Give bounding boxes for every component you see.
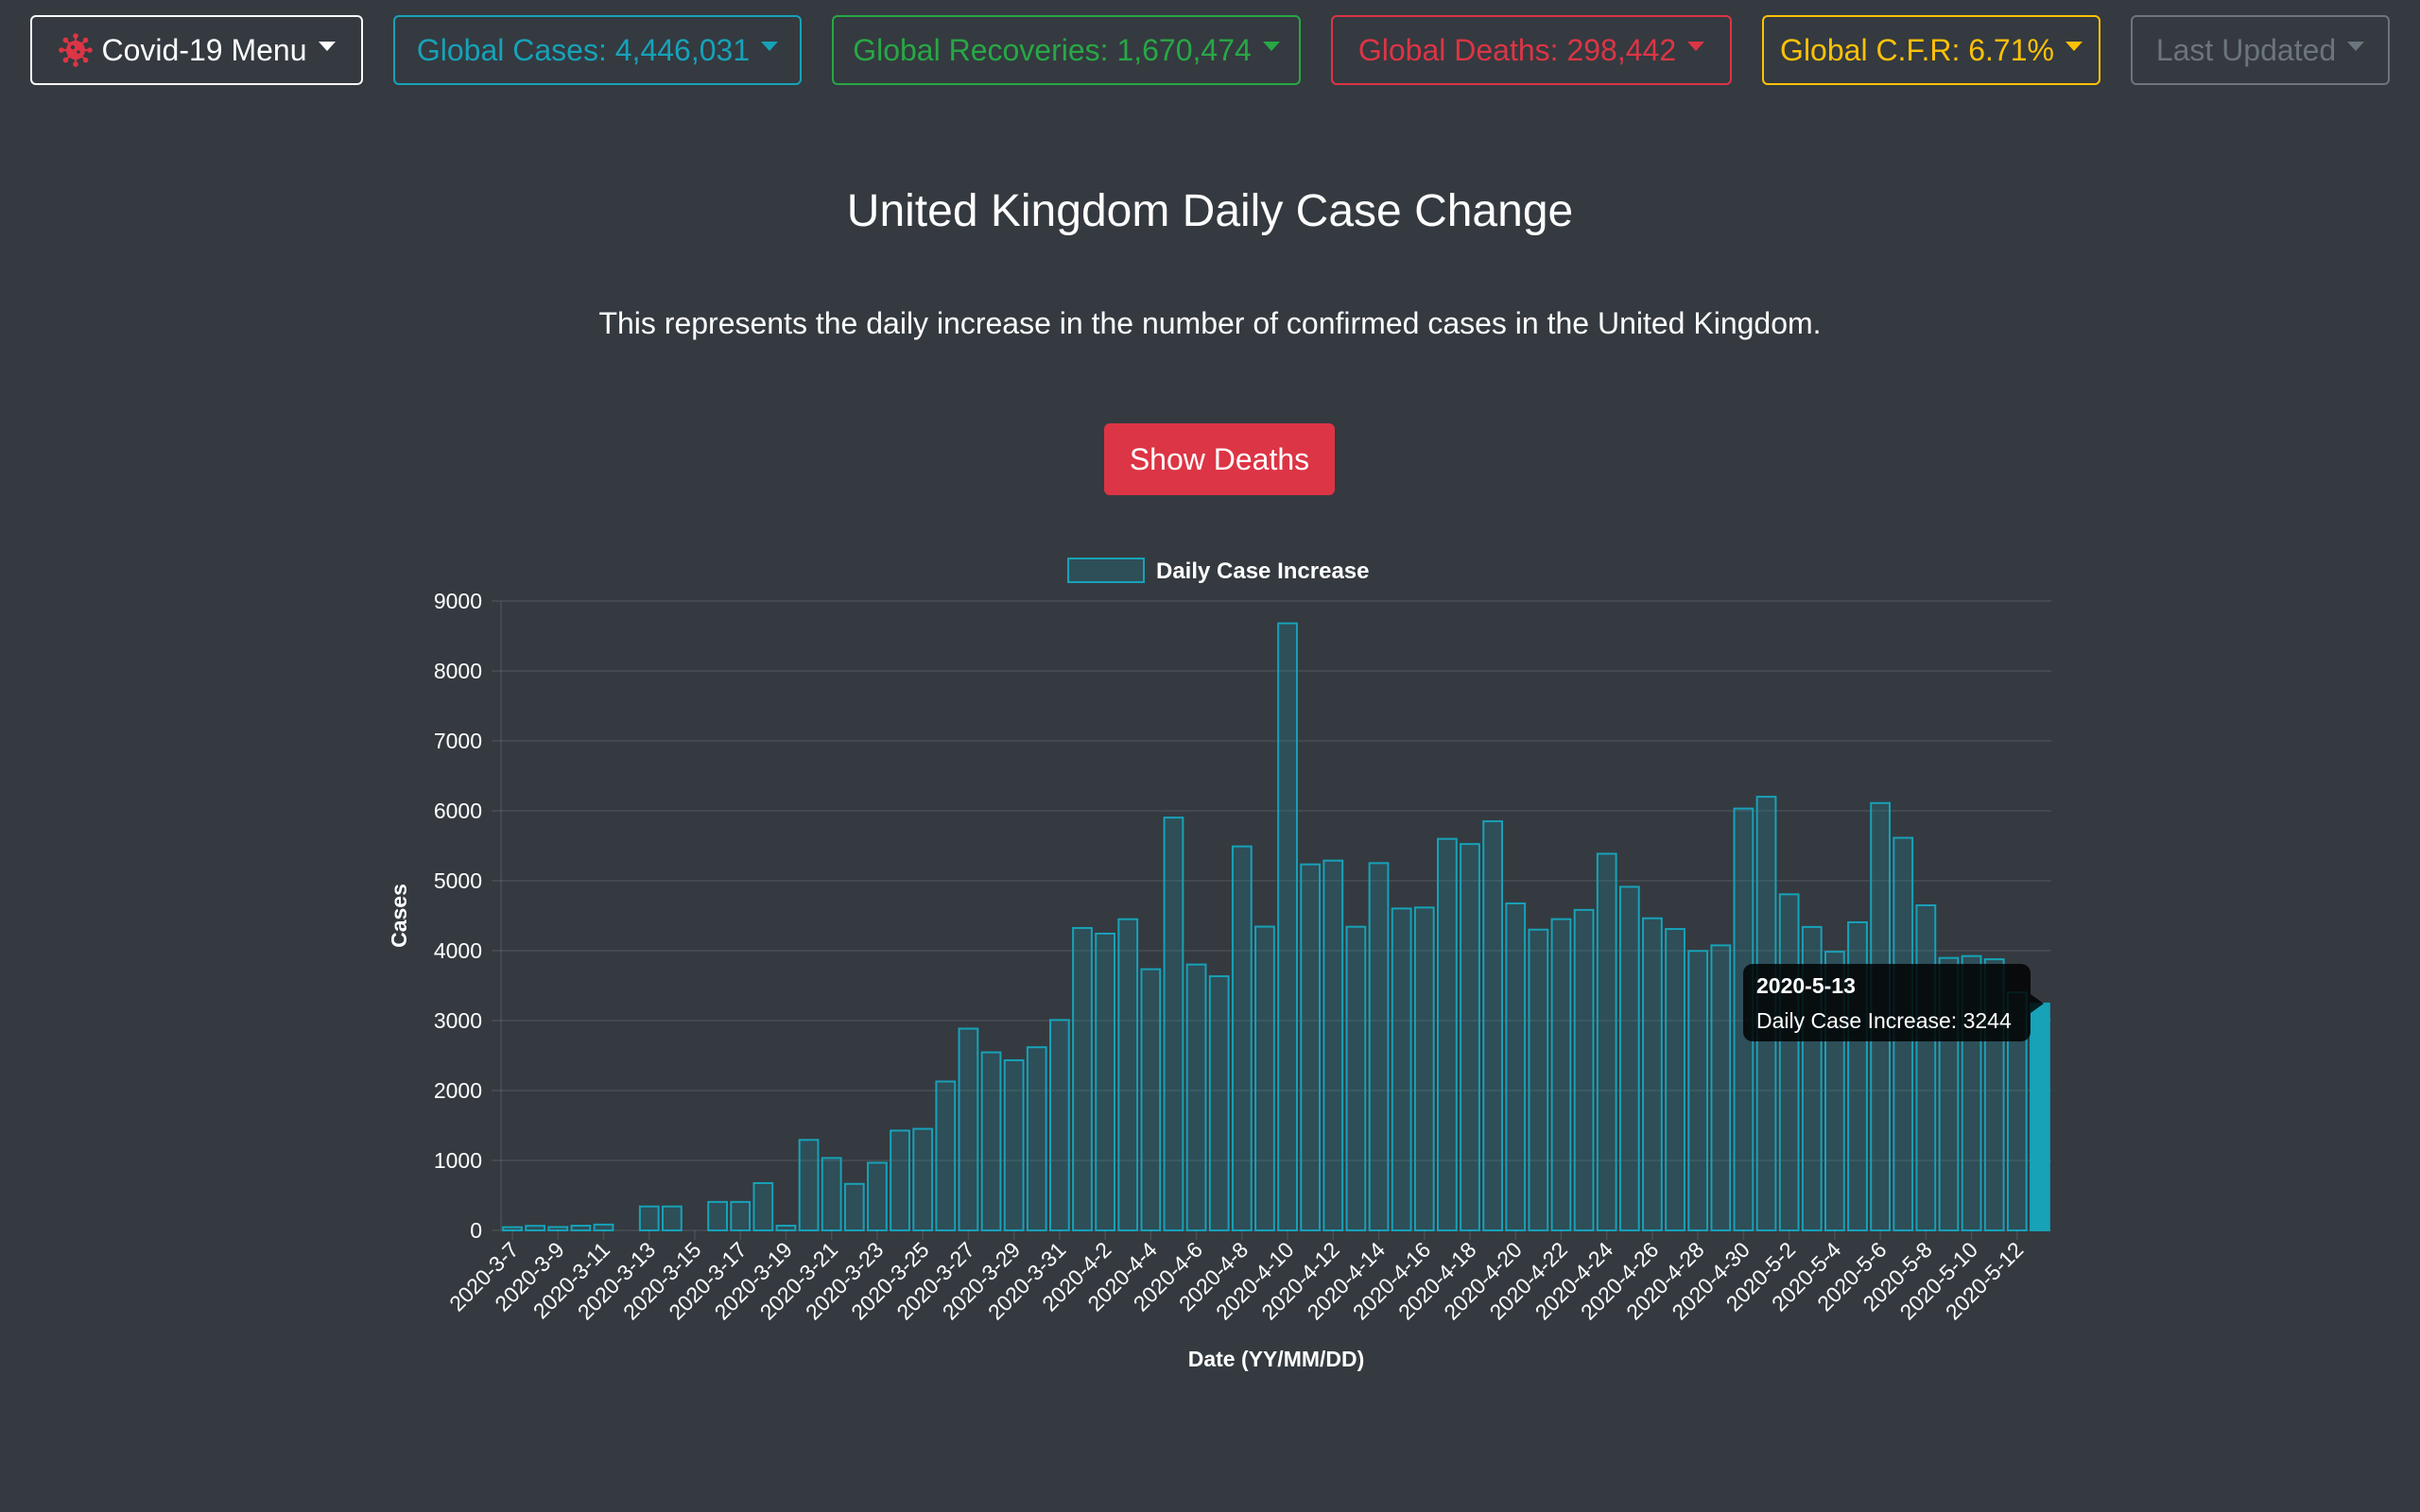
global-cfr-label: Global C.F.R: 6.71% xyxy=(1780,32,2054,67)
bar xyxy=(2030,1002,2050,1231)
bar xyxy=(547,1226,569,1231)
chevron-down-icon xyxy=(2065,42,2083,51)
bar xyxy=(1778,893,1800,1232)
bar xyxy=(1072,927,1093,1231)
y-tick-label: 8000 xyxy=(434,659,482,683)
bar xyxy=(525,1225,546,1231)
virus-icon xyxy=(58,33,93,67)
chevron-down-icon xyxy=(2347,42,2365,51)
y-tick-label: 0 xyxy=(470,1218,482,1243)
daily-case-bar-chart[interactable]: 0 1000 2000 3000 4000 5000 6000 7000 8000 9000 202… xyxy=(0,529,2420,1399)
bar xyxy=(1277,622,1298,1231)
chart-tooltip: 2020-5-13 Daily Case Increase: 3244 xyxy=(1743,964,2044,1041)
bar xyxy=(1528,928,1549,1231)
bar xyxy=(1345,925,1367,1232)
show-deaths-button[interactable]: Show Deaths xyxy=(1104,423,1335,495)
bar xyxy=(1368,862,1390,1231)
x-axis-label: Date (YY/MM/DD) xyxy=(1188,1347,1365,1371)
global-cases-label: Global Cases: 4,446,031 xyxy=(416,32,751,67)
y-tick-label: 3000 xyxy=(434,1008,482,1033)
covid-menu-dropdown[interactable]: Covid-19 Menu xyxy=(30,15,363,85)
covid-menu-label: Covid-19 Menu xyxy=(101,32,307,67)
bar xyxy=(661,1205,683,1232)
bar xyxy=(1048,1019,1070,1231)
top-navbar: Covid-19 Menu Global Cases: 4,446,031 Gl… xyxy=(0,0,2420,104)
bar xyxy=(1573,908,1595,1231)
bar xyxy=(1026,1046,1047,1231)
bar xyxy=(1915,903,1937,1231)
bar xyxy=(1642,917,1663,1231)
page-title: United Kingdom Daily Case Change xyxy=(846,186,1574,236)
bar xyxy=(730,1200,752,1231)
bar xyxy=(1231,845,1253,1232)
legend-label: Daily Case Increase xyxy=(1156,558,1369,584)
bar xyxy=(638,1205,660,1232)
bar xyxy=(752,1181,774,1231)
bar xyxy=(1710,944,1732,1231)
bar xyxy=(1254,925,1275,1231)
bar xyxy=(1208,975,1230,1231)
bar xyxy=(1322,859,1344,1231)
y-tick-label: 6000 xyxy=(434,799,482,823)
tooltip-body: Daily Case Increase: 3244 xyxy=(1756,1008,2012,1033)
last-updated-dropdown[interactable]: Last Updated xyxy=(2131,15,2390,85)
bar xyxy=(1687,950,1709,1232)
bar xyxy=(1550,918,1572,1231)
page-subtitle: This represents the daily increase in th… xyxy=(598,306,1822,340)
bar xyxy=(935,1080,957,1231)
legend-swatch xyxy=(1067,558,1145,583)
chevron-down-icon xyxy=(761,42,779,51)
bar xyxy=(775,1225,797,1231)
y-axis-label: Cases xyxy=(387,884,411,948)
bar xyxy=(1665,928,1685,1231)
chevron-down-icon xyxy=(1687,42,1705,51)
bar xyxy=(1095,932,1116,1231)
bar xyxy=(1413,906,1435,1231)
bar xyxy=(1596,852,1617,1231)
bar xyxy=(502,1226,523,1231)
global-cases-dropdown[interactable]: Global Cases: 4,446,031 xyxy=(393,15,802,85)
y-tick-label: 2000 xyxy=(434,1078,482,1103)
bar xyxy=(798,1139,820,1232)
global-deaths-dropdown[interactable]: Global Deaths: 298,442 xyxy=(1331,15,1732,85)
bar xyxy=(1482,820,1504,1231)
bar xyxy=(890,1129,910,1231)
bar xyxy=(1185,963,1207,1231)
bar xyxy=(570,1225,592,1231)
y-tick-label: 1000 xyxy=(434,1148,482,1173)
bar xyxy=(1505,902,1527,1231)
y-tick-label: 7000 xyxy=(434,729,482,753)
bar xyxy=(912,1127,934,1231)
bar xyxy=(867,1161,888,1232)
chevron-down-icon xyxy=(318,42,336,51)
bar xyxy=(707,1200,729,1231)
bar xyxy=(1391,907,1412,1231)
bar xyxy=(821,1157,842,1232)
bar xyxy=(980,1051,1002,1231)
chevron-down-icon xyxy=(1262,42,1280,51)
bar xyxy=(958,1027,979,1232)
bar xyxy=(1300,863,1322,1232)
global-cfr-dropdown[interactable]: Global C.F.R: 6.71% xyxy=(1762,15,2100,85)
y-tick-label: 4000 xyxy=(434,938,482,963)
global-recoveries-label: Global Recoveries: 1,670,474 xyxy=(853,32,1252,67)
bar xyxy=(1140,968,1162,1231)
bar xyxy=(1163,816,1184,1231)
y-tick-label: 5000 xyxy=(434,868,482,893)
bar xyxy=(1618,885,1640,1231)
bar xyxy=(593,1223,614,1232)
global-deaths-label: Global Deaths: 298,442 xyxy=(1357,32,1677,67)
y-tick-label: 9000 xyxy=(434,589,482,613)
bar xyxy=(1117,918,1139,1231)
last-updated-label: Last Updated xyxy=(2155,32,2337,67)
tooltip-title: 2020-5-13 xyxy=(1756,973,1856,998)
bar xyxy=(1436,837,1458,1231)
global-recoveries-dropdown[interactable]: Global Recoveries: 1,670,474 xyxy=(832,15,1301,85)
bar xyxy=(843,1182,865,1232)
bar xyxy=(1460,843,1480,1232)
bar xyxy=(1003,1058,1025,1232)
